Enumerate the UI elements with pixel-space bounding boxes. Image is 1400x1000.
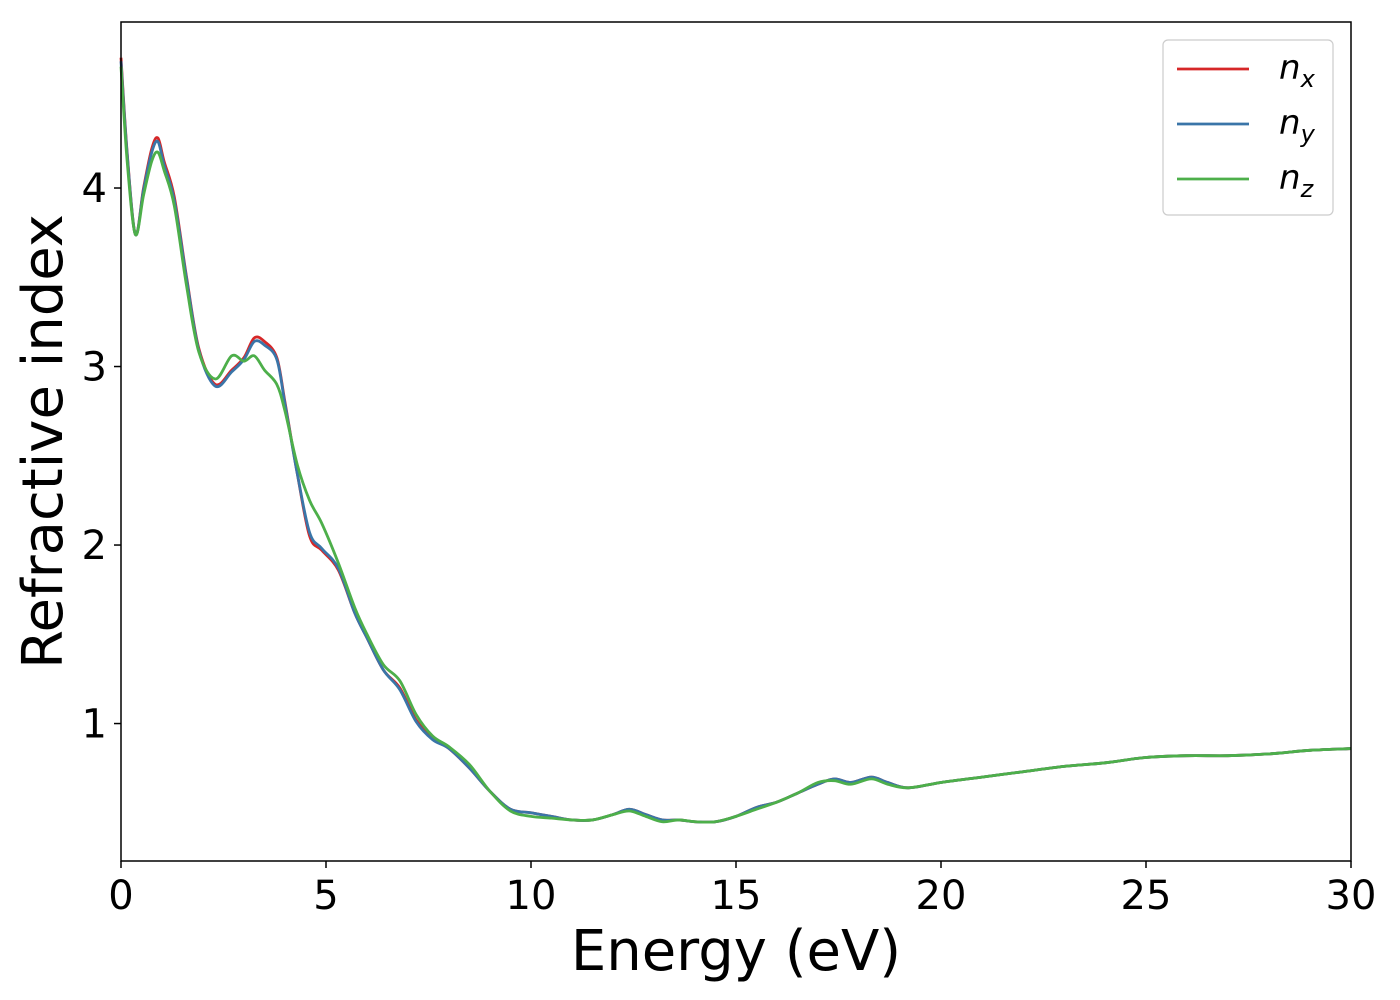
legend-label-base: n [1279,48,1301,88]
series-line-nz [119,66,1352,824]
y-tick-label: 1 [82,702,107,748]
y-tick-label: 3 [82,345,107,391]
y-tick-label: 4 [82,166,107,212]
legend-label-subscript: x [1300,65,1316,93]
legend-label-base: n [1279,158,1301,198]
y-axis: 1 2 3 4 [82,166,121,748]
x-axis-label: Energy (eV) [571,919,901,984]
legend-label-ny: ny [1279,103,1316,148]
y-axis-label: Refractive index [11,214,76,669]
y-tick-label: 2 [82,523,107,569]
x-axis: 0 5 10 15 20 25 30 [108,861,1376,919]
legend-label-nx: nx [1279,48,1316,93]
series-layer [119,57,1352,824]
x-tick-label: 20 [916,873,967,919]
x-tick-label: 5 [313,873,338,919]
legend-box [1162,39,1334,216]
legend-label-subscript: y [1300,120,1316,148]
legend-label-base: n [1279,103,1301,143]
x-tick-label: 15 [711,873,762,919]
x-tick-label: 10 [506,873,557,919]
x-tick-label: 25 [1121,873,1172,919]
legend-label-subscript: z [1300,175,1315,203]
x-tick-label: 0 [108,873,133,919]
legend-label-nz: nz [1279,158,1315,203]
x-tick-label: 30 [1326,873,1377,919]
